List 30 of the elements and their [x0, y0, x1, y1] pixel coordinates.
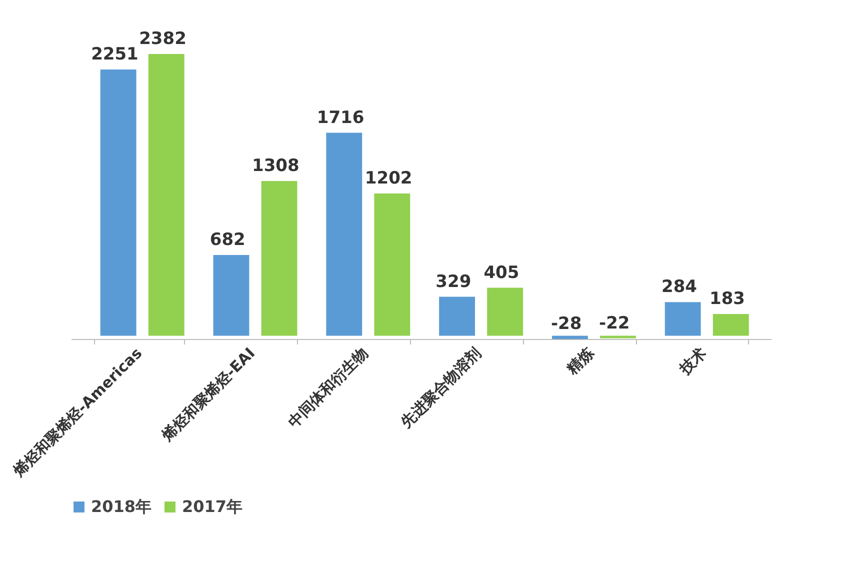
bar: [326, 132, 362, 336]
x-tick-label: 精炼: [562, 343, 598, 379]
data-label: 329: [436, 272, 472, 292]
bar: [100, 69, 136, 336]
legend-label: 2018年: [91, 497, 152, 516]
data-label: -22: [599, 313, 630, 334]
bar: [148, 54, 184, 336]
bar: [261, 181, 298, 336]
bar: [600, 336, 636, 338]
data-label: -28: [550, 314, 582, 334]
legend-label: 2017年: [182, 497, 243, 516]
data-label: 2382: [139, 29, 186, 49]
data-label: 1716: [316, 108, 364, 128]
bar: [487, 288, 524, 336]
bar: [664, 302, 701, 336]
data-label: 284: [661, 277, 698, 298]
x-tick-label: 技术: [675, 344, 710, 379]
data-label: 1308: [252, 156, 300, 176]
bar: [213, 255, 250, 336]
data-label: 183: [710, 289, 746, 310]
bar: [552, 336, 588, 339]
bar: [374, 194, 410, 336]
x-tick-label: 中间体和衍生物: [284, 344, 372, 432]
x-tick-label: 先进聚合物溶剂: [396, 344, 484, 432]
data-label: 405: [484, 262, 520, 283]
data-label: 1202: [364, 168, 412, 189]
bar: [439, 296, 475, 336]
data-label: 2251: [91, 44, 138, 64]
data-label: 682: [210, 230, 246, 250]
bar: [712, 314, 749, 336]
